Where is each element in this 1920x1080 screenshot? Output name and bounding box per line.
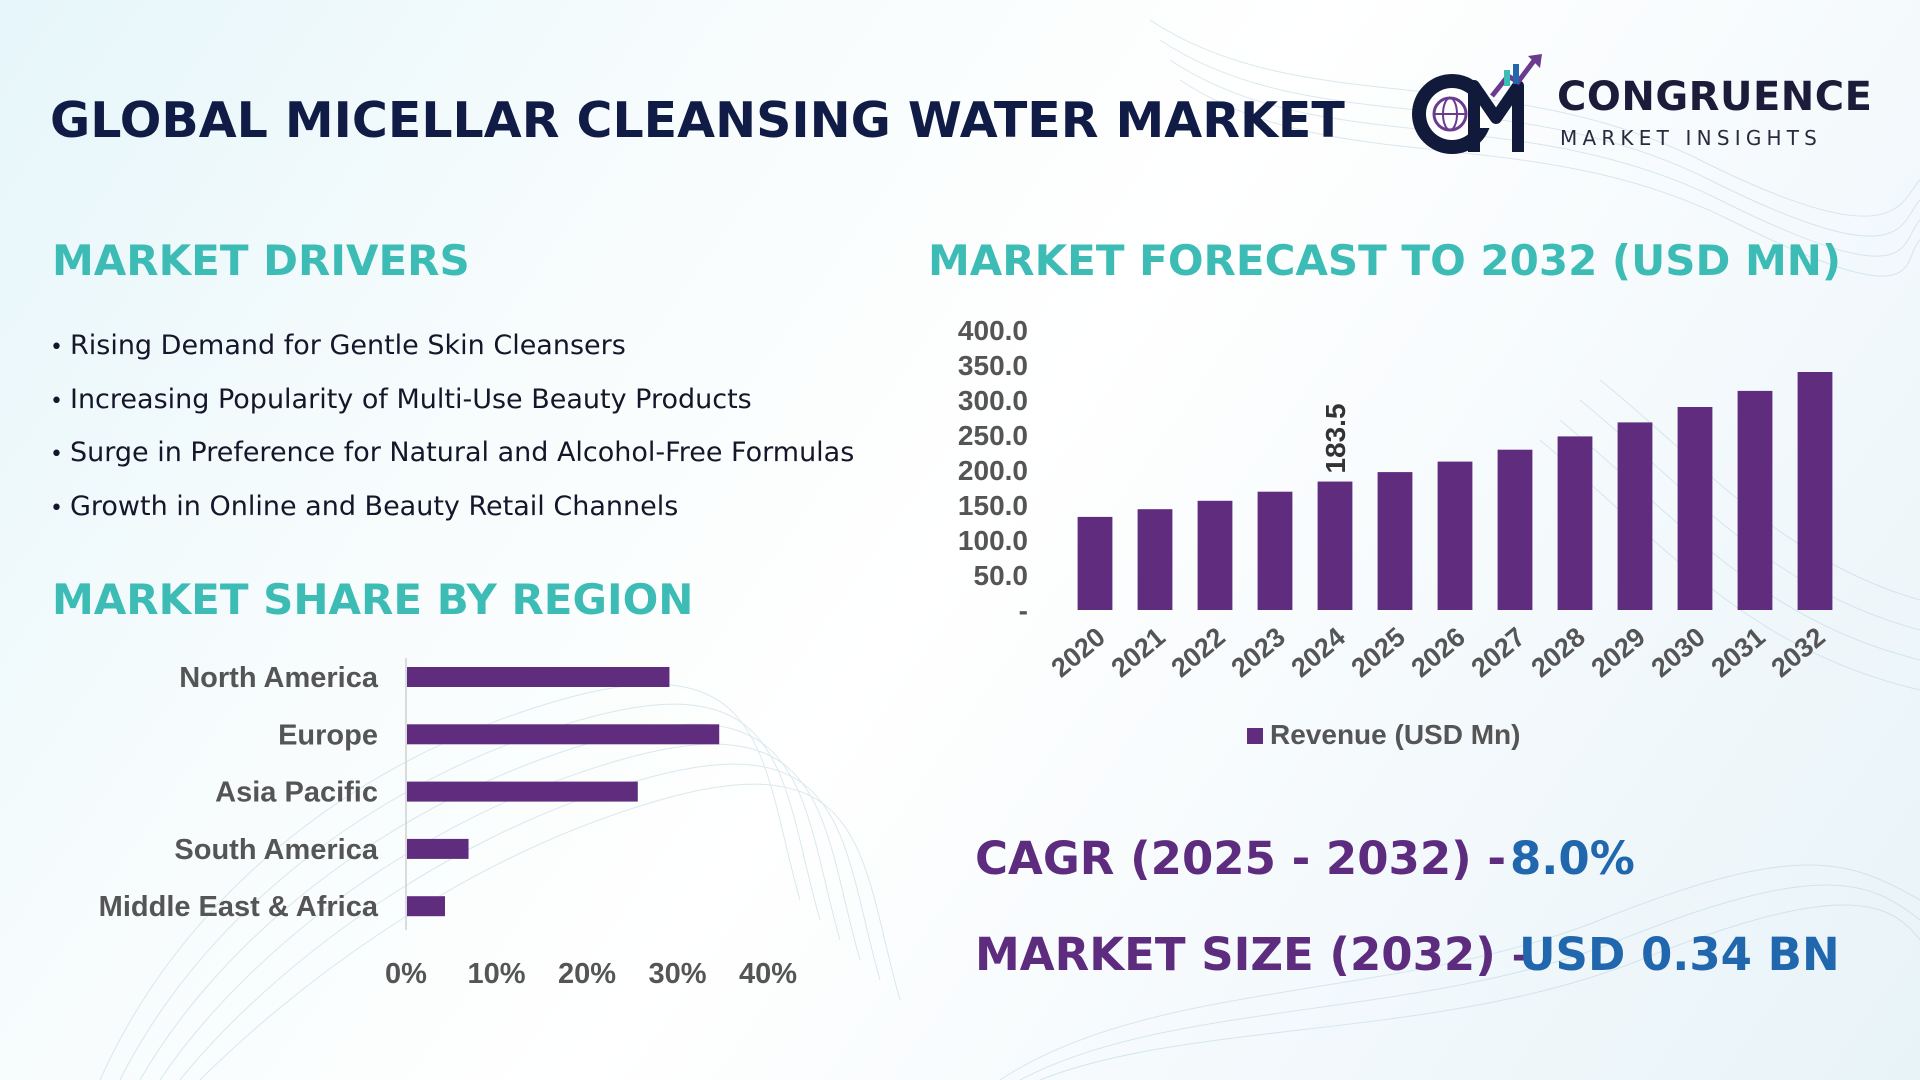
forecast-y-tick-label: 100.0 <box>958 525 1028 556</box>
forecast-bar-2032 <box>1797 372 1833 610</box>
forecast-x-tick-label: 2023 <box>1226 622 1291 684</box>
forecast-bar-2028 <box>1557 436 1593 610</box>
forecast-x-tick-label: 2021 <box>1106 622 1171 684</box>
forecast-bar-2021 <box>1137 509 1173 610</box>
driver-item: Rising Demand for Gentle Skin Cleansers <box>50 326 854 380</box>
forecast-title: MARKET FORECAST TO 2032 (USD MN) <box>928 236 1842 285</box>
region-category-label: South America <box>174 834 378 866</box>
drivers-list: Rising Demand for Gentle Skin Cleansers … <box>50 326 854 540</box>
market-size-label: MARKET SIZE (2032) – <box>975 928 1534 981</box>
region-bar <box>407 781 638 802</box>
forecast-x-tick-label: 2024 <box>1286 622 1351 684</box>
market-size-value: USD 0.34 BN <box>1519 928 1840 981</box>
region-bar <box>407 896 446 917</box>
region-bar <box>407 724 720 745</box>
region-x-tick-label: 40% <box>739 958 797 990</box>
region-bar <box>407 838 469 859</box>
cagr-label: CAGR (2025 - 2032) - <box>975 832 1507 885</box>
driver-item: Growth in Online and Beauty Retail Chann… <box>50 487 854 541</box>
legend-label: Revenue (USD Mn) <box>1270 719 1520 750</box>
forecast-y-tick-label: 200.0 <box>958 455 1028 486</box>
forecast-bar-2020 <box>1077 516 1113 610</box>
logo-name: CONGRUENCE <box>1557 74 1873 120</box>
forecast-bar-2031 <box>1737 390 1773 610</box>
page-title: GLOBAL MICELLAR CLEANSING WATER MARKET <box>50 92 1345 149</box>
forecast-x-tick-label: 2030 <box>1646 622 1711 684</box>
region-x-tick-label: 20% <box>558 958 616 990</box>
forecast-bar-2029 <box>1617 422 1653 610</box>
forecast-bar-2027 <box>1497 449 1533 610</box>
forecast-x-tick-label: 2032 <box>1766 622 1831 684</box>
forecast-y-tick-label: 150.0 <box>958 490 1028 521</box>
forecast-data-label: 183.5 <box>1320 403 1351 473</box>
region-category-label: Middle East & Africa <box>99 891 379 923</box>
region-bar-chart: North America Europe Asia Pacific South Ame… <box>99 658 797 990</box>
forecast-x-tick-label: 2029 <box>1586 622 1651 684</box>
forecast-x-tick-label: 2020 <box>1046 622 1111 684</box>
region-x-tick-label: 30% <box>648 958 706 990</box>
region-title: MARKET SHARE BY REGION <box>52 575 694 624</box>
forecast-x-tick-label: 2031 <box>1706 622 1771 684</box>
forecast-bar-2026 <box>1437 461 1473 610</box>
region-bar <box>407 667 670 687</box>
region-x-tick-label: 10% <box>467 958 525 990</box>
forecast-bar-2024 <box>1317 481 1353 610</box>
logo-tagline: MARKET INSIGHTS <box>1560 126 1823 150</box>
cagr-value: 8.0% <box>1510 832 1635 885</box>
logo-mark-icon <box>1412 54 1542 154</box>
logo <box>1400 52 1550 162</box>
forecast-y-tick-label: 50.0 <box>974 560 1029 591</box>
forecast-bar-2023 <box>1257 491 1293 610</box>
forecast-x-tick-label: 2022 <box>1166 622 1231 684</box>
forecast-x-tick-label: 2025 <box>1346 622 1411 684</box>
driver-item: Surge in Preference for Natural and Alco… <box>50 433 854 487</box>
forecast-y-tick-label: 350.0 <box>958 350 1028 381</box>
forecast-x-tick-label: 2026 <box>1406 622 1471 684</box>
forecast-x-tick-label: 2027 <box>1466 622 1531 684</box>
forecast-y-tick-label: 250.0 <box>958 420 1028 451</box>
region-category-label: Europe <box>278 719 378 751</box>
drivers-title: MARKET DRIVERS <box>52 236 470 285</box>
forecast-y-tick-label: 400.0 <box>958 315 1028 346</box>
forecast-bar-chart: - 50.0 100.0 150.0 200.0 250.0 300.0 350.0 400.0… <box>958 315 1833 750</box>
region-category-label: North America <box>179 662 379 694</box>
region-category-label: Asia Pacific <box>215 777 378 809</box>
legend-swatch <box>1247 728 1263 744</box>
forecast-x-tick-label: 2028 <box>1526 622 1591 684</box>
forecast-y-tick-label: 300.0 <box>958 385 1028 416</box>
forecast-bar-2022 <box>1197 500 1233 610</box>
forecast-y-tick-label: - <box>1019 595 1028 626</box>
driver-item: Increasing Popularity of Multi-Use Beaut… <box>50 380 854 434</box>
forecast-bar-2030 <box>1677 407 1713 610</box>
forecast-bar-2025 <box>1377 472 1413 610</box>
region-x-tick-label: 0% <box>385 958 427 990</box>
